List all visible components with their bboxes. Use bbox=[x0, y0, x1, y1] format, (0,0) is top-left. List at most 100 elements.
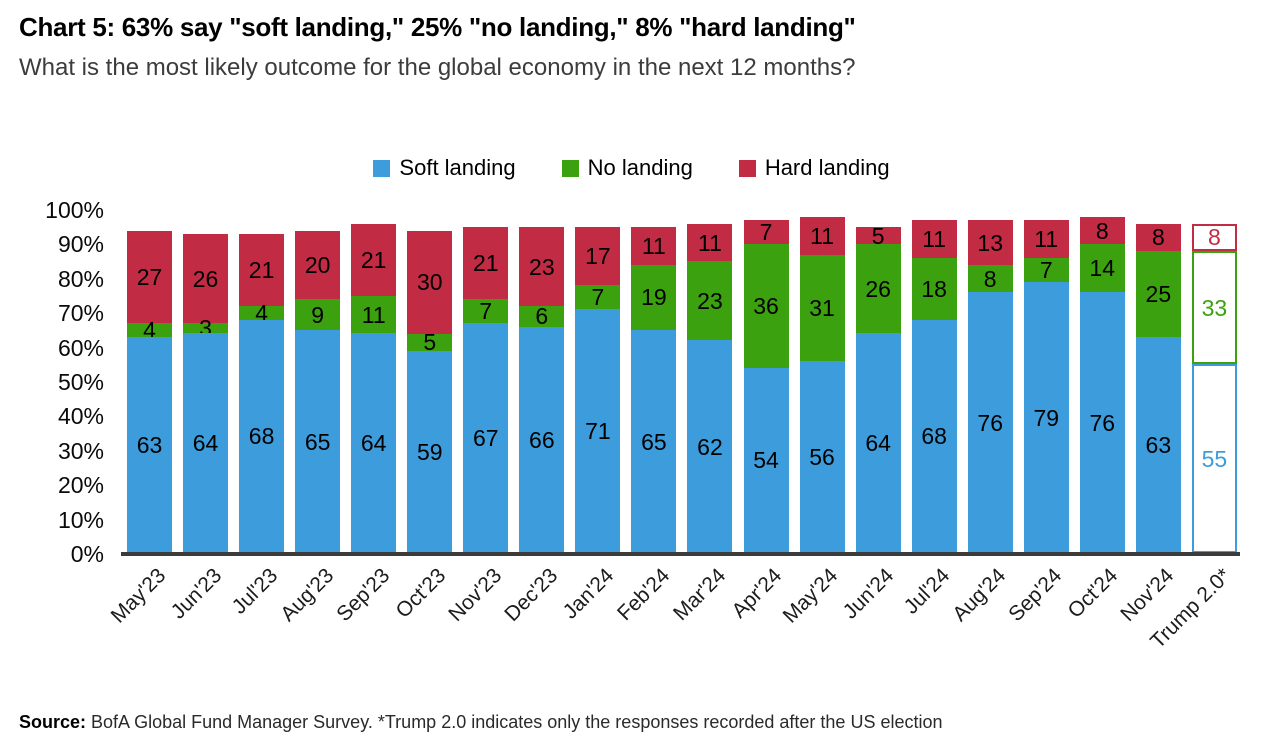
stacked-bar: 67 7 21 bbox=[463, 210, 509, 553]
plot-area: 63 4 27 64 3 26 68 4 21 65 9 20 64 11 21 59 5 30 67 7 21 66 6 2… bbox=[127, 210, 1237, 553]
y-tick-label: 90% bbox=[57, 231, 104, 258]
bar-segment: 64 bbox=[351, 333, 397, 553]
bar-segment: 8 bbox=[967, 264, 1013, 293]
bar-segment: 63 bbox=[1135, 336, 1181, 553]
bar-segment: 26 bbox=[183, 234, 229, 324]
bar-segment: 5 bbox=[855, 224, 901, 247]
bar-segment: 64 bbox=[855, 333, 901, 553]
x-tick-label: Jul'23 bbox=[227, 564, 282, 619]
legend-label: No landing bbox=[587, 155, 693, 180]
legend-item: Hard landing bbox=[738, 155, 890, 181]
stacked-bar: 71 7 17 bbox=[575, 210, 621, 553]
legend-swatch-icon bbox=[738, 159, 756, 177]
chart-subtitle: What is the most likely outcome for the … bbox=[19, 54, 856, 81]
stacked-bar: 76 14 8 bbox=[1079, 210, 1125, 553]
bar-segment: 55 bbox=[1191, 364, 1237, 553]
bar-segment: 19 bbox=[631, 264, 677, 331]
x-tick-label: May'24 bbox=[778, 564, 843, 628]
bar-segment: 14 bbox=[1079, 244, 1125, 293]
y-tick-label: 30% bbox=[57, 437, 104, 464]
x-tick-label: May'23 bbox=[106, 564, 170, 628]
bar-segment: 76 bbox=[1079, 292, 1125, 553]
bar-segment: 30 bbox=[407, 230, 453, 334]
bar-segment: 17 bbox=[575, 227, 621, 286]
source-label: Source: bbox=[19, 712, 87, 732]
legend-label: Soft landing bbox=[399, 155, 516, 180]
y-tick-label: 100% bbox=[45, 197, 104, 223]
x-tick-label: Trump 2.0* bbox=[1145, 564, 1235, 654]
legend: Soft landing No landing Hard landing bbox=[0, 155, 1263, 181]
bar-segment: 31 bbox=[799, 254, 845, 361]
bar-segment: 76 bbox=[967, 292, 1013, 553]
y-tick-label: 20% bbox=[57, 472, 104, 499]
x-tick-label: Nov'24 bbox=[1116, 564, 1179, 627]
bar-segment: 25 bbox=[1135, 251, 1181, 337]
stacked-bar: 68 4 21 bbox=[239, 210, 285, 553]
bar-segment: 36 bbox=[743, 244, 789, 368]
stacked-bar: 79 7 11 bbox=[1023, 210, 1069, 553]
bar-segment: 56 bbox=[799, 360, 845, 553]
x-tick-label: Jun'23 bbox=[166, 564, 226, 624]
bar-segment: 11 bbox=[1023, 220, 1069, 259]
stacked-bar: 54 36 7 bbox=[743, 210, 789, 553]
bar-segment: 26 bbox=[855, 244, 901, 334]
stacked-bar: 65 9 20 bbox=[295, 210, 341, 553]
x-tick-label: Sep'23 bbox=[331, 564, 394, 627]
x-tick-label: Nov'23 bbox=[444, 564, 507, 627]
legend-swatch-icon bbox=[561, 159, 579, 177]
y-tick-label: 50% bbox=[57, 368, 104, 395]
bar-segment: 13 bbox=[967, 220, 1013, 265]
bar-segment: 54 bbox=[743, 367, 789, 553]
bar-segment: 65 bbox=[631, 330, 677, 553]
stacked-bar: 66 6 23 bbox=[519, 210, 565, 553]
stacked-bar: 68 18 11 bbox=[911, 210, 957, 553]
x-tick-label: Oct'24 bbox=[1063, 564, 1123, 623]
x-tick-label: Jul'24 bbox=[899, 564, 955, 619]
stacked-bar: 76 8 13 bbox=[967, 210, 1013, 553]
bar-segment: 11 bbox=[799, 216, 845, 255]
legend-label: Hard landing bbox=[764, 155, 890, 180]
bar-segment: 9 bbox=[295, 299, 341, 331]
bar-segment: 4 bbox=[239, 302, 285, 324]
bar-segment: 65 bbox=[295, 330, 341, 553]
bar-segment: 20 bbox=[295, 230, 341, 300]
bar-segment: 68 bbox=[911, 319, 957, 553]
source-note: Source: BofA Global Fund Manager Survey.… bbox=[19, 712, 943, 733]
y-tick-label: 40% bbox=[57, 403, 104, 430]
bar-segment: 6 bbox=[519, 305, 565, 328]
y-tick-label: 80% bbox=[57, 265, 104, 292]
x-tick-label: Apr'24 bbox=[727, 564, 787, 623]
bar-segment: 11 bbox=[351, 295, 397, 334]
legend-swatch-icon bbox=[373, 159, 391, 177]
bar-segment: 59 bbox=[407, 350, 453, 553]
chart-title: Chart 5: 63% say "soft landing," 25% "no… bbox=[19, 12, 856, 42]
x-tick-label: Sep'24 bbox=[1004, 564, 1067, 627]
y-tick-label: 0% bbox=[70, 540, 104, 567]
source-text: BofA Global Fund Manager Survey. *Trump … bbox=[86, 712, 943, 732]
bar-segment: 11 bbox=[911, 220, 957, 259]
bar-segment: 21 bbox=[239, 234, 285, 307]
bar-segment: 7 bbox=[463, 299, 509, 324]
x-tick-label: Aug'23 bbox=[275, 564, 338, 627]
bar-segment: 23 bbox=[519, 227, 565, 307]
stacked-bar: 56 31 11 bbox=[799, 210, 845, 553]
bar-segment: 27 bbox=[127, 230, 172, 324]
bar-segment: 23 bbox=[687, 261, 733, 341]
legend-item: Soft landing bbox=[373, 155, 516, 181]
stacked-bar: 63 4 27 bbox=[127, 210, 172, 553]
bar-segment: 7 bbox=[1023, 258, 1069, 283]
bar-segment: 64 bbox=[183, 333, 229, 553]
bar-segment: 8 bbox=[1135, 223, 1181, 252]
stacked-bar: 64 3 26 bbox=[183, 210, 229, 553]
x-tick-label: Jun'24 bbox=[838, 564, 899, 624]
legend-item: No landing bbox=[561, 155, 693, 181]
bar-segment: 8 bbox=[1079, 216, 1125, 245]
bar-segment: 79 bbox=[1023, 282, 1069, 553]
stacked-bar: 65 19 11 bbox=[631, 210, 677, 553]
y-tick-label: 70% bbox=[57, 300, 104, 327]
y-axis: 100% 90% 80% 70% 60% 50% 40% 30% 20% 10% 0% bbox=[28, 198, 104, 566]
stacked-bar: 64 26 5 bbox=[855, 210, 901, 553]
x-tick-label: Aug'24 bbox=[948, 564, 1011, 627]
bar-segment: 21 bbox=[351, 223, 397, 296]
